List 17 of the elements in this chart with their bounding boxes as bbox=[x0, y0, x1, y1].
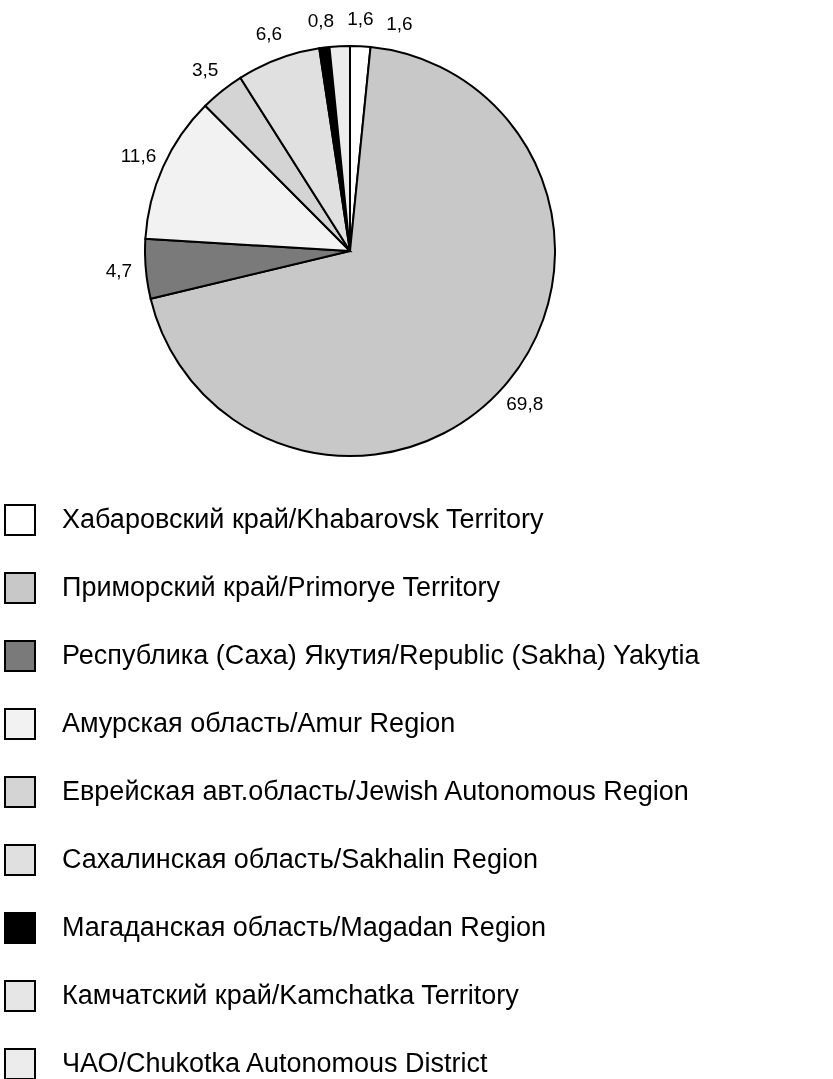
data-label: 69,8 bbox=[506, 392, 544, 414]
data-label: 1,6 bbox=[386, 13, 413, 35]
legend-label: Хабаровский край/Khabarovsk Territory bbox=[62, 504, 544, 534]
legend-label: Сахалинская область/Sakhalin Region bbox=[62, 844, 538, 874]
legend-label: Республика (Саха) Якутия/Republic (Sakha) Yakytia bbox=[62, 640, 701, 670]
data-label: 6,6 bbox=[255, 22, 283, 44]
data-label: 11,6 bbox=[120, 144, 157, 166]
data-label: 3,5 bbox=[191, 58, 219, 80]
legend-label: ЧАО/Chukotka Autonomous District bbox=[62, 1048, 489, 1078]
legend-label: Еврейская авт.область/Jewish Autonomous Region bbox=[62, 776, 689, 806]
data-label: 4,7 bbox=[105, 260, 133, 282]
data-label: 0,8 bbox=[307, 9, 335, 31]
data-label: 1,6 bbox=[347, 8, 374, 30]
legend-label: Амурская область/Amur Region bbox=[62, 708, 456, 738]
legend-label: Камчатский край/Kamchatka Territory bbox=[62, 980, 520, 1010]
legend-label: Магаданская область/Magadan Region bbox=[62, 912, 546, 942]
legend-label: Приморский край/Primorye Territory bbox=[62, 572, 501, 602]
